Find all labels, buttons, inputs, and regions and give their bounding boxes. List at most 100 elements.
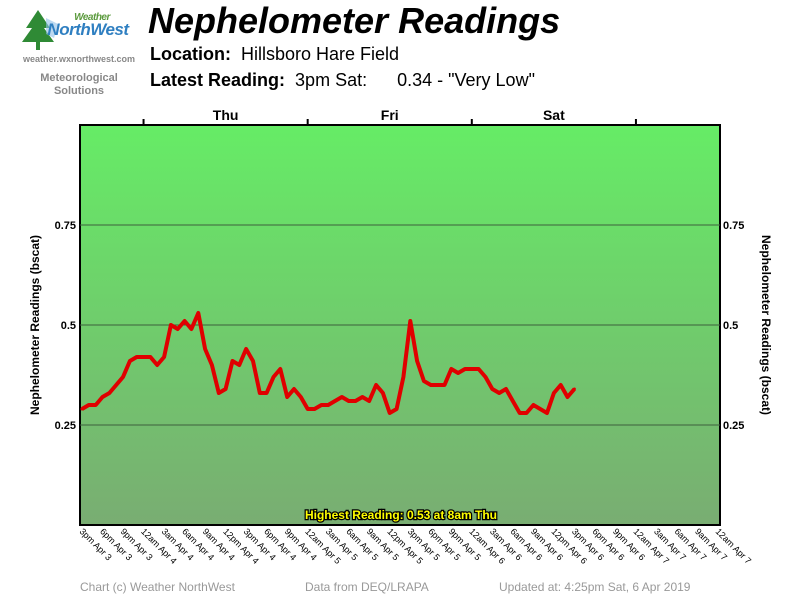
data-point xyxy=(374,383,378,387)
data-point xyxy=(497,391,501,395)
data-point xyxy=(271,375,275,379)
data-point xyxy=(169,323,173,327)
data-point xyxy=(449,367,453,371)
data-point xyxy=(545,411,549,415)
data-point xyxy=(183,319,187,323)
tagline-line-2: Solutions xyxy=(53,85,105,97)
data-point xyxy=(347,399,351,403)
data-point xyxy=(504,387,508,391)
tree-icon xyxy=(22,10,58,50)
location-line: Location: Hillsboro Hare Field xyxy=(150,44,399,65)
footer-copyright: Chart (c) Weather NorthWest xyxy=(80,580,235,594)
data-point xyxy=(244,347,248,351)
highest-reading-annotation: Highest Reading: 0.53 at 8am Thu xyxy=(305,508,497,522)
data-point xyxy=(278,367,282,371)
data-point xyxy=(401,375,405,379)
y-tick-label-left: 0.75 xyxy=(55,220,76,232)
data-point xyxy=(367,399,371,403)
data-point xyxy=(483,375,487,379)
data-point xyxy=(230,359,234,363)
data-point xyxy=(224,387,228,391)
y-tick-label-left: 0.25 xyxy=(55,420,76,432)
footer-updated: Updated at: 4:25pm Sat, 6 Apr 2019 xyxy=(499,580,691,594)
y-tick-label-right: 0.25 xyxy=(723,420,744,432)
location-value: Hillsboro Hare Field xyxy=(241,44,400,64)
top-axis: Thu Fri Sat xyxy=(142,107,637,125)
latest-line: Latest Reading: 3pm Sat: 0.34 - "Very Lo… xyxy=(150,70,535,91)
y-axis-label-right: Nephelometer Readings (bscat) xyxy=(759,235,773,415)
tagline-line-1: Meteorological xyxy=(40,72,118,84)
footer-source: Data from DEQ/LRAPA xyxy=(305,580,429,594)
y-tick-label-left: 0.5 xyxy=(61,320,76,332)
chart: Thu Fri Sat 0.25 0.5 0.75 0.25 0.5 0.75 Nephel… xyxy=(28,107,773,566)
data-point xyxy=(128,359,132,363)
brand-large: NorthWest xyxy=(47,20,129,39)
data-point xyxy=(333,399,337,403)
data-point xyxy=(107,391,111,395)
day-label: Sat xyxy=(543,107,565,123)
day-label: Thu xyxy=(213,107,239,123)
data-point xyxy=(237,363,241,367)
data-point xyxy=(340,395,344,399)
data-point xyxy=(360,395,364,399)
data-point xyxy=(217,391,221,395)
data-point xyxy=(196,311,200,315)
data-point xyxy=(463,367,467,371)
data-point xyxy=(319,403,323,407)
data-point xyxy=(429,383,433,387)
data-point xyxy=(162,355,166,359)
data-point xyxy=(210,363,214,367)
data-point xyxy=(538,407,542,411)
data-point xyxy=(388,411,392,415)
data-point xyxy=(436,383,440,387)
data-point xyxy=(490,387,494,391)
data-point xyxy=(265,391,269,395)
brand-small: Weather xyxy=(74,12,110,23)
logo: Weather NorthWest weather.wxnorthwest.co… xyxy=(14,6,135,97)
data-point xyxy=(80,407,84,411)
data-point xyxy=(251,359,255,363)
data-point xyxy=(142,355,146,359)
data-point xyxy=(285,395,289,399)
data-point xyxy=(121,375,125,379)
brand-name: Weather NorthWest xyxy=(38,12,138,40)
data-point xyxy=(525,411,529,415)
data-point xyxy=(456,371,460,375)
data-point xyxy=(135,355,139,359)
latest-label: Latest Reading: xyxy=(150,70,286,90)
data-point xyxy=(189,327,193,331)
location-label: Location: xyxy=(150,44,231,64)
brand-url: weather.wxnorthwest.com xyxy=(22,54,136,64)
data-point xyxy=(415,359,419,363)
data-point xyxy=(354,399,358,403)
data-point xyxy=(155,363,159,367)
data-point xyxy=(552,391,556,395)
data-point xyxy=(511,399,515,403)
latest-time: 3pm Sat: xyxy=(295,70,368,90)
data-point xyxy=(87,403,91,407)
data-point xyxy=(148,355,152,359)
data-point xyxy=(292,387,296,391)
brand-tagline: Meteorological Solutions xyxy=(14,72,144,98)
data-point xyxy=(306,407,310,411)
data-point xyxy=(442,383,446,387)
data-point xyxy=(326,403,330,407)
data-point xyxy=(203,347,207,351)
data-point xyxy=(572,387,576,391)
data-point xyxy=(559,383,563,387)
data-point xyxy=(94,403,98,407)
data-point xyxy=(313,407,317,411)
data-point xyxy=(518,411,522,415)
data-point xyxy=(477,367,481,371)
data-point xyxy=(531,403,535,407)
data-point xyxy=(299,395,303,399)
data-point xyxy=(381,391,385,395)
latest-value: 0.34 - "Very Low" xyxy=(397,70,535,90)
data-point xyxy=(566,395,570,399)
series-points xyxy=(80,311,576,415)
data-point xyxy=(395,407,399,411)
data-point xyxy=(101,395,105,399)
data-point xyxy=(408,319,412,323)
data-point xyxy=(470,367,474,371)
